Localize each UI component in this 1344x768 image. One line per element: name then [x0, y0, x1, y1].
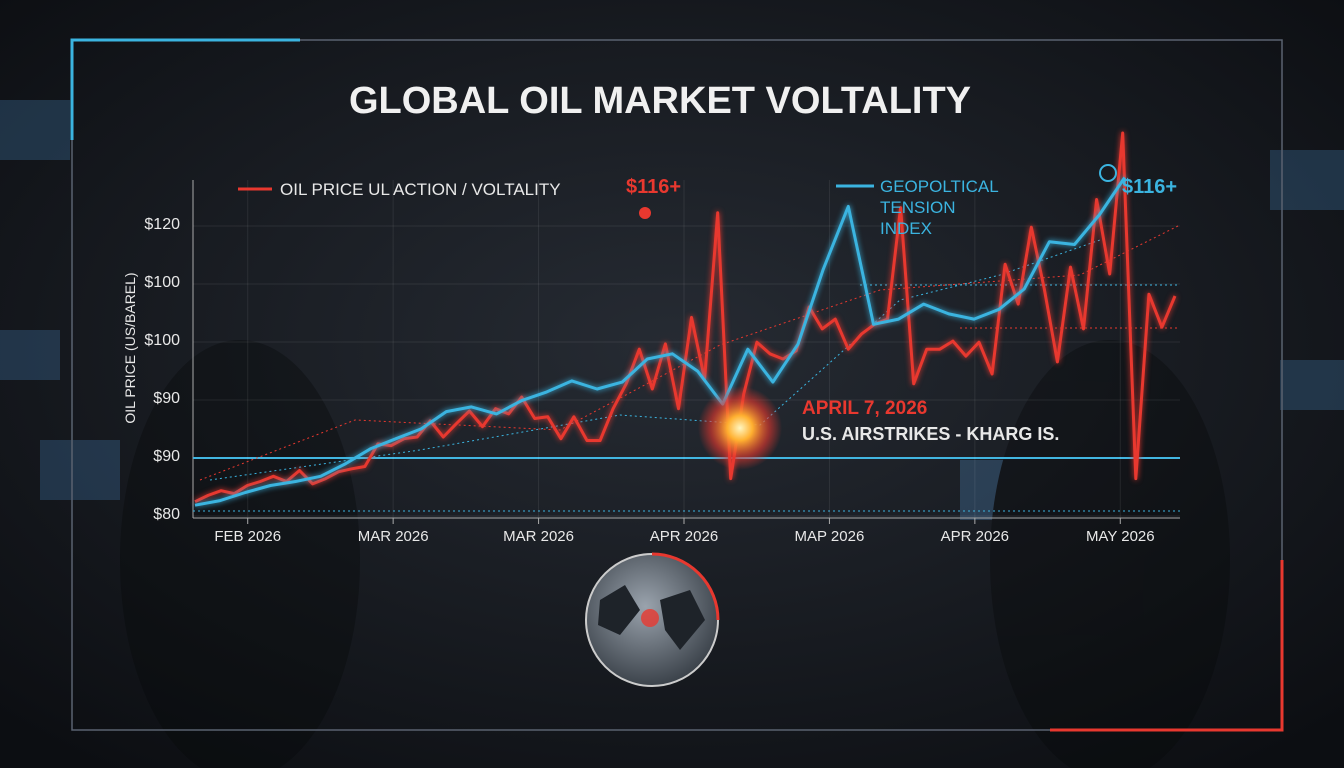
x-tick-label: MAY 2026 [1085, 528, 1155, 545]
y-tick-label: $80 [153, 506, 180, 523]
globe-land [598, 585, 705, 650]
peak-marker [639, 207, 651, 219]
y-tick-label: $90 [153, 448, 180, 465]
annotation: APRIL 7, 2026 [802, 398, 928, 419]
peak-marker [1099, 164, 1117, 182]
legend-label: OIL PRICE UL ACTION / VOLTALITY [280, 180, 561, 199]
legend-label: GEOPOLTICAL TENSION INDEX [880, 177, 999, 238]
y-tick-label: $100 [144, 274, 180, 291]
series-line [194, 176, 1126, 507]
y-tick-label: $100 [144, 332, 180, 349]
background-screens [0, 100, 1344, 768]
x-tick-label: MAR 2026 [503, 528, 574, 545]
explosion [698, 386, 782, 470]
x-tick-label: APR 2026 [649, 528, 719, 545]
chart-title: GLOBAL OIL MARKET VOLTALITY [348, 80, 972, 122]
x-tick-label: MAP 2026 [794, 528, 865, 545]
annotation: $116+ [1122, 176, 1178, 198]
annotation: U.S. AIRSTRIKES - KHARG IS. [802, 424, 1060, 444]
y-tick-label: $90 [153, 390, 180, 407]
plot [193, 131, 1180, 524]
frame-corner [1050, 560, 1284, 732]
y-axis-label: OIL PRICE (US/BAREL) [122, 272, 138, 424]
frame-corner [70, 38, 300, 140]
y-tick-label: $120 [144, 216, 180, 233]
x-tick-label: MAR 2026 [357, 528, 429, 545]
frame [71, 39, 1283, 731]
annotation: $116+ [626, 176, 682, 198]
x-tick-label: APR 2026 [940, 528, 1010, 545]
trend-line [199, 224, 1181, 481]
x-tick-label: FEB 2026 [214, 528, 282, 545]
globe-target [641, 609, 659, 627]
globe-arc [651, 552, 720, 621]
